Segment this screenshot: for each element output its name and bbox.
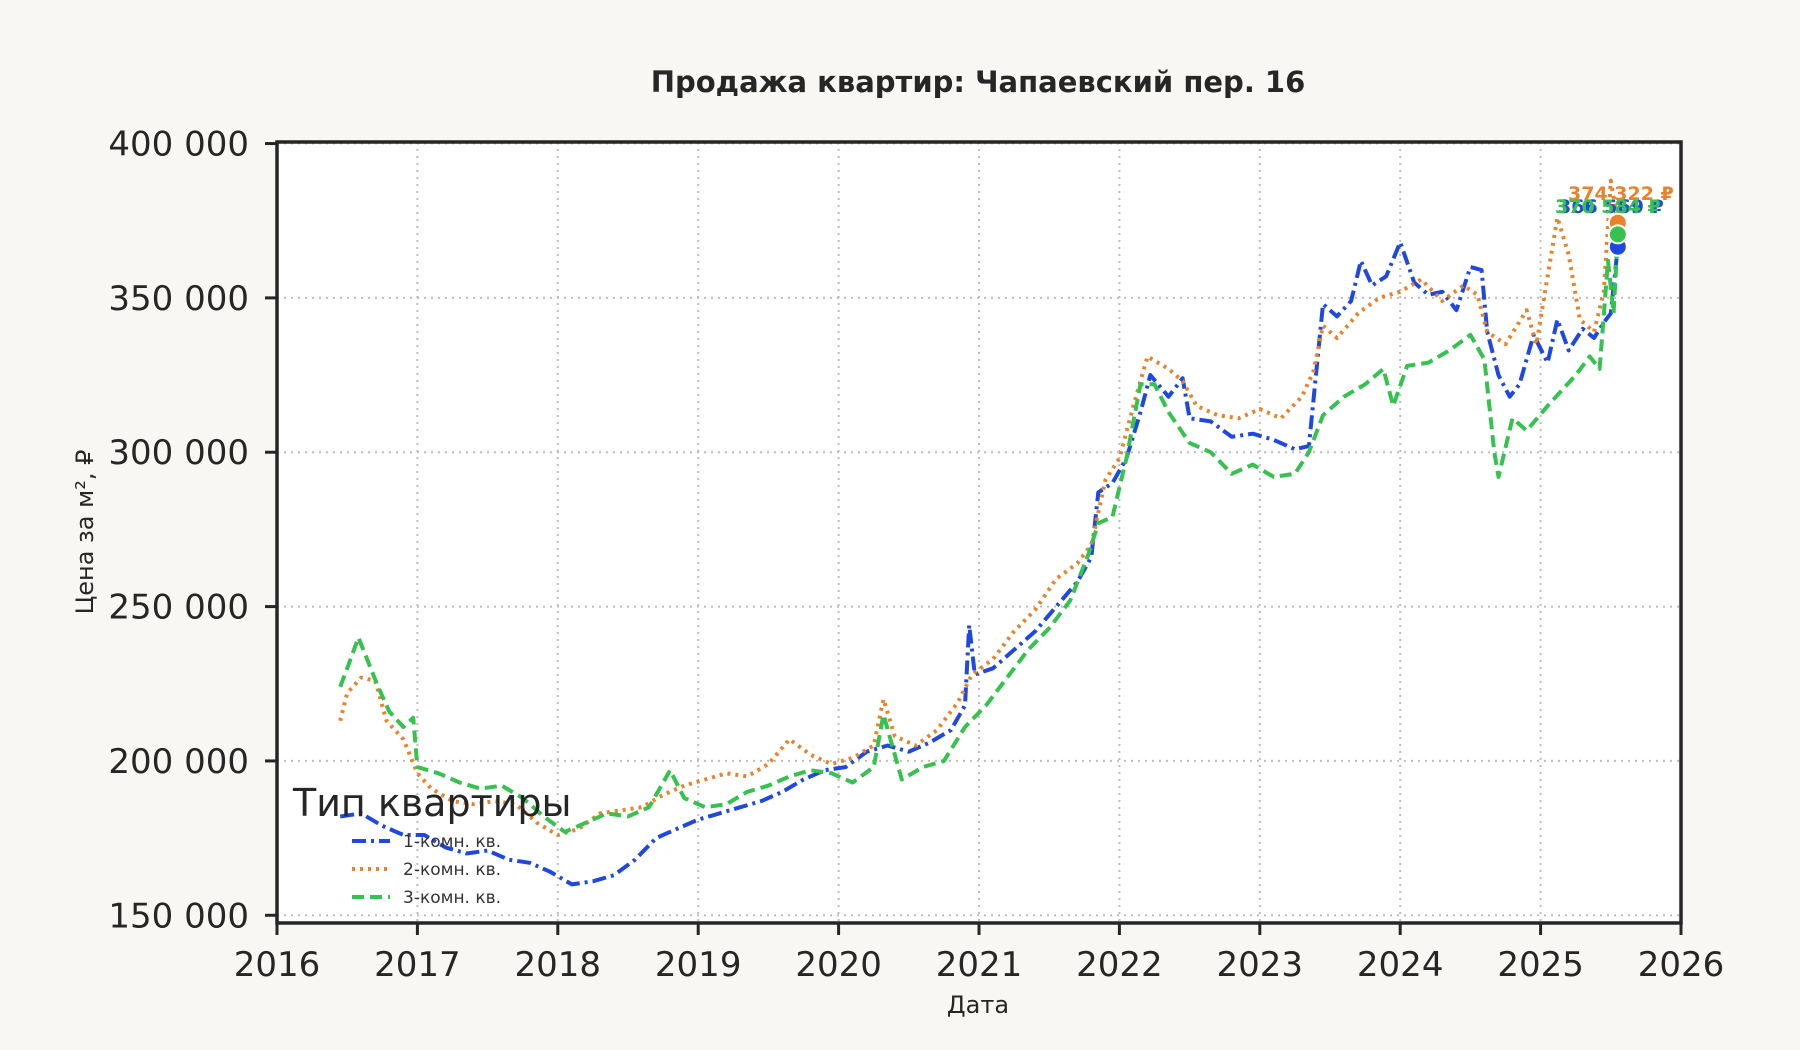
x-tick-label: 2025 [1497, 945, 1584, 985]
end-value-label: 366 569 ₽ [1558, 196, 1664, 218]
x-tick-label: 2026 [1638, 945, 1725, 985]
end-value-label: 370 584 ₽ [1555, 196, 1661, 218]
legend: Тип квартиры 1-комн. кв. 2-комн. кв. 3-ком… [292, 781, 572, 908]
x-tick-label: 2023 [1217, 945, 1304, 985]
legend-items: 1-комн. кв. 2-комн. кв. 3-комн. кв. [352, 832, 501, 908]
x-tick-label: 2022 [1076, 945, 1163, 985]
legend-item-label: 2-комн. кв. [403, 860, 501, 880]
x-axis-label: Дата [947, 991, 1009, 1019]
series-line [338, 178, 1620, 837]
end-value-label: 374 322 ₽ [1568, 183, 1674, 205]
chart-title: Продажа квартир: Чапаевский пер. 16 [651, 65, 1306, 99]
y-tick-label: 350 000 [108, 279, 249, 319]
legend-item-label: 1-комн. кв. [403, 832, 501, 852]
x-tick-label: 2021 [936, 945, 1023, 985]
y-tick-label: 300 000 [108, 433, 249, 473]
y-tick-label: 250 000 [108, 588, 249, 628]
x-tick-label: 2017 [374, 945, 461, 985]
legend-item-label: 3-комн. кв. [403, 888, 501, 908]
end-markers: 366 569 ₽370 584 ₽374 322 ₽ [1555, 183, 1674, 257]
series-layer [338, 178, 1620, 887]
x-tick-label: 2018 [515, 945, 602, 985]
series-line [339, 240, 1620, 887]
y-tick-label: 200 000 [108, 742, 249, 782]
legend-title: Тип квартиры [292, 781, 572, 825]
x-tick-label: 2020 [795, 945, 882, 985]
end-point [1607, 224, 1628, 245]
y-tick-label: 150 000 [108, 896, 249, 936]
y-axis-label: Цена за м², ₽ [71, 450, 99, 615]
x-tick-label: 2016 [234, 945, 321, 985]
y-tick-label: 400 000 [108, 125, 249, 165]
axes: 2016 2017 2018 2019 2020 2021 2022 2023 2024 2025… [108, 125, 1724, 985]
x-tick-label: 2024 [1357, 945, 1444, 985]
x-tick-label: 2019 [655, 945, 742, 985]
